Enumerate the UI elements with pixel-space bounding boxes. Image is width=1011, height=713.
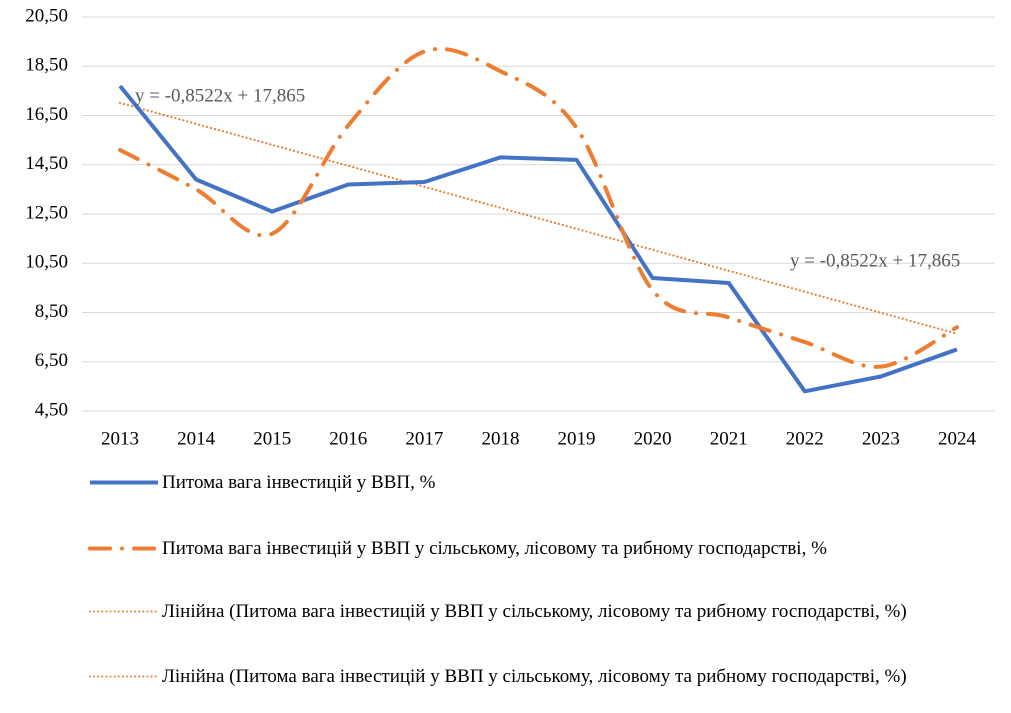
legend-label: Питома вага інвестицій у ВВП, % (162, 472, 436, 493)
x-tick-label: 2018 (481, 428, 519, 449)
y-tick-label: 20,50 (25, 5, 68, 26)
x-tick-label: 2021 (710, 428, 748, 449)
legend-entry: Лінійна (Питома вага інвестицій у ВВП у … (86, 663, 966, 690)
series-line (118, 46, 959, 369)
x-tick-label: 2020 (634, 428, 672, 449)
y-tick-label: 12,50 (25, 202, 68, 223)
x-tick-label: 2019 (558, 428, 596, 449)
legend-label: Лінійна (Питома вага інвестицій у ВВП у … (162, 601, 907, 622)
legend-entry: Лінійна (Питома вага інвестицій у ВВП у … (86, 598, 966, 625)
legend-entry: Питома вага інвестицій у ВВП у сільськом… (86, 535, 966, 562)
y-tick-label: 10,50 (25, 252, 68, 273)
x-tick-label: 2015 (253, 428, 291, 449)
y-tick-label: 16,50 (25, 104, 68, 125)
legend-swatch (88, 546, 160, 551)
legend-swatch (90, 480, 158, 485)
y-tick-label: 6,50 (35, 350, 68, 371)
x-tick-label: 2024 (938, 428, 977, 449)
x-tick-label: 2017 (405, 428, 443, 449)
x-tick-label: 2016 (329, 428, 367, 449)
legend-swatch (89, 610, 159, 613)
trendline-equation: y = -0,8522x + 17,865 (790, 250, 960, 271)
legend-label: Питома вага інвестицій у ВВП у сільськом… (162, 538, 827, 559)
y-tick-label: 18,50 (25, 55, 68, 76)
legend-entry: Питома вага інвестицій у ВВП, % (86, 469, 966, 496)
series-line (118, 84, 958, 394)
y-tick-label: 8,50 (35, 301, 68, 322)
y-tick-label: 14,50 (25, 153, 68, 174)
legend-swatch (89, 675, 159, 678)
x-tick-label: 2023 (862, 428, 900, 449)
x-tick-label: 2014 (177, 428, 216, 449)
x-tick-label: 2013 (101, 428, 139, 449)
y-tick-label: 4,50 (35, 399, 68, 420)
chart: 4,50 6,50 8,50 10,50 12,50 14,50 16,50 18,50 20,… (25, 5, 995, 449)
trendline-equation: y = -0,8522x + 17,865 (135, 85, 305, 106)
trendline (119, 101, 958, 335)
x-tick-label: 2022 (786, 428, 824, 449)
legend-label: Лінійна (Питома вага інвестицій у ВВП у … (162, 666, 907, 687)
